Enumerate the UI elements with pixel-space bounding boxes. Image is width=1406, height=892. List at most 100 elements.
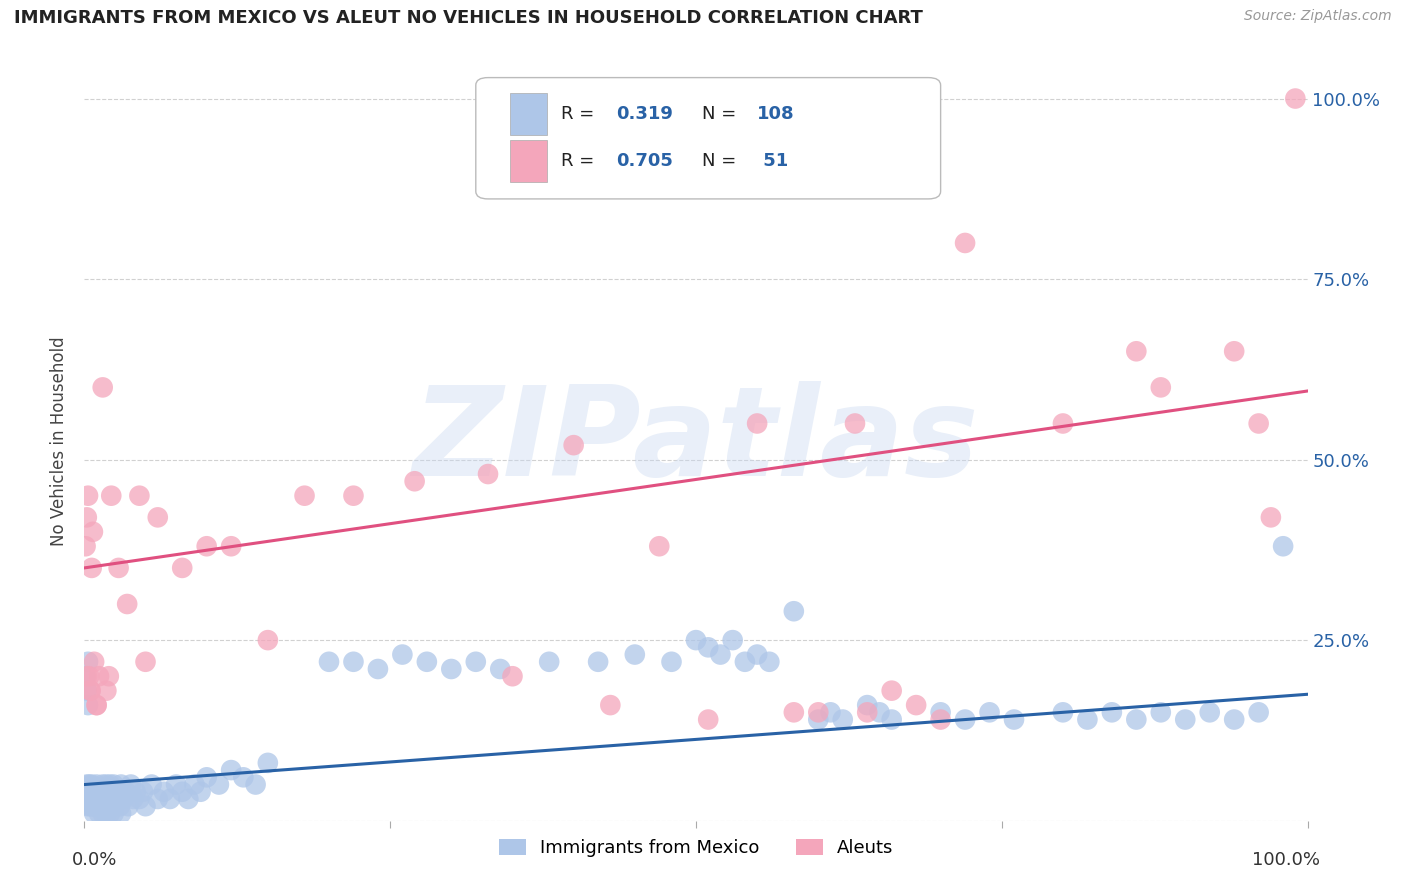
Point: [86, 778, 108, 792]
Text: 51: 51: [758, 152, 789, 170]
Point: [1150, 706, 1173, 720]
Point: [502, 669, 524, 683]
Point: [107, 561, 129, 575]
Point: [1247, 417, 1270, 431]
Point: [97, 799, 120, 814]
Point: [464, 655, 486, 669]
Point: [83, 792, 105, 806]
Point: [76, 778, 98, 792]
Point: [82, 524, 104, 539]
Point: [91, 778, 114, 792]
Point: [342, 655, 364, 669]
Point: [117, 799, 139, 814]
Point: [89, 785, 111, 799]
Point: [440, 662, 463, 676]
Point: [110, 778, 132, 792]
FancyBboxPatch shape: [510, 93, 547, 135]
Point: [929, 706, 952, 720]
Point: [1198, 706, 1220, 720]
Text: 108: 108: [758, 105, 794, 123]
Point: [94, 799, 117, 814]
Point: [112, 792, 135, 806]
Point: [75, 785, 97, 799]
Point: [87, 806, 110, 821]
Point: [177, 792, 200, 806]
Point: [76, 510, 98, 524]
Point: [87, 669, 110, 683]
Point: [697, 713, 720, 727]
FancyBboxPatch shape: [475, 78, 941, 199]
Point: [128, 792, 150, 806]
Point: [245, 778, 267, 792]
Point: [172, 561, 194, 575]
Point: [86, 792, 108, 806]
Point: [96, 806, 118, 821]
Point: [90, 792, 112, 806]
Point: [75, 669, 97, 683]
Point: [76, 792, 98, 806]
Point: [96, 683, 118, 698]
FancyBboxPatch shape: [510, 140, 547, 182]
Point: [84, 799, 107, 814]
Point: [79, 683, 101, 698]
Point: [132, 785, 155, 799]
Point: [1125, 344, 1147, 359]
Point: [709, 648, 731, 662]
Point: [103, 778, 125, 792]
Point: [257, 633, 280, 648]
Text: 0.319: 0.319: [616, 105, 673, 123]
Point: [1125, 713, 1147, 727]
Point: [75, 539, 97, 553]
Point: [82, 799, 104, 814]
Point: [122, 792, 145, 806]
Point: [77, 778, 100, 792]
Point: [87, 792, 110, 806]
Point: [83, 655, 105, 669]
Point: [721, 633, 744, 648]
Point: [586, 655, 609, 669]
Point: [195, 770, 218, 784]
Text: IMMIGRANTS FROM MEXICO VS ALEUT NO VEHICLES IN HOUSEHOLD CORRELATION CHART: IMMIGRANTS FROM MEXICO VS ALEUT NO VEHIC…: [14, 9, 922, 27]
Text: 0.0%: 0.0%: [72, 851, 118, 869]
Point: [953, 235, 976, 250]
Point: [190, 785, 212, 799]
Point: [697, 640, 720, 655]
Point: [97, 792, 120, 806]
Point: [80, 561, 103, 575]
Point: [159, 792, 181, 806]
Point: [79, 683, 101, 698]
Point: [77, 785, 100, 799]
Point: [107, 785, 129, 799]
Point: [77, 799, 100, 814]
Point: [125, 785, 148, 799]
Point: [831, 713, 853, 727]
Point: [165, 778, 187, 792]
Point: [648, 539, 671, 553]
Point: [98, 806, 121, 821]
Point: [1150, 380, 1173, 394]
Point: [807, 713, 830, 727]
Point: [77, 792, 100, 806]
Point: [86, 698, 108, 712]
Point: [219, 763, 242, 777]
Point: [153, 785, 176, 799]
Point: [489, 662, 512, 676]
Point: [87, 785, 110, 799]
Point: [856, 706, 879, 720]
Point: [91, 380, 114, 394]
Point: [1002, 713, 1025, 727]
Point: [747, 648, 769, 662]
Point: [1174, 713, 1197, 727]
Point: [416, 655, 439, 669]
Point: [1223, 344, 1246, 359]
Point: [391, 648, 413, 662]
Point: [110, 806, 132, 821]
Point: [979, 706, 1001, 720]
Point: [1223, 713, 1246, 727]
Text: R =: R =: [561, 152, 600, 170]
Point: [77, 655, 100, 669]
Point: [76, 669, 98, 683]
Point: [77, 489, 100, 503]
Point: [105, 792, 128, 806]
Point: [953, 713, 976, 727]
